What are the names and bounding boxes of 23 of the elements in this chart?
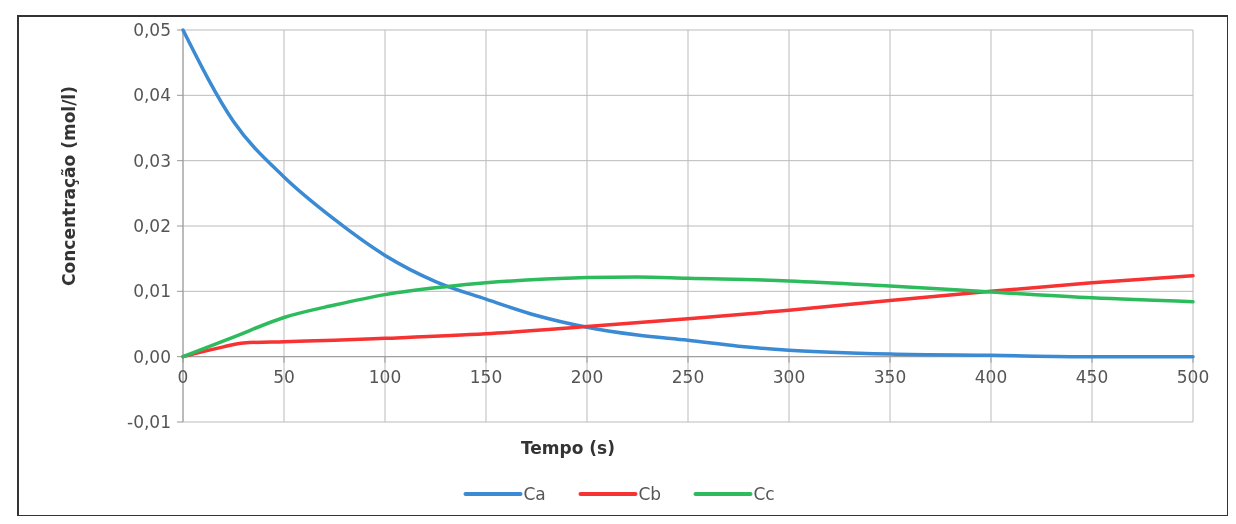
y-tick-label: -0,01 (127, 411, 171, 432)
x-tick-label: 0 (177, 366, 189, 387)
x-axis-title: Tempo (s) (520, 438, 616, 458)
x-tick-label: 450 (1075, 366, 1109, 387)
x-tick-label: 400 (974, 366, 1008, 387)
y-tick-label: 0,04 (133, 85, 171, 106)
x-tick-label: 350 (873, 366, 907, 387)
y-tick-label: 0,02 (133, 215, 171, 236)
x-tick-label: 500 (1176, 366, 1210, 387)
y-tick-label: 0,05 (133, 19, 171, 40)
legend-label: Cc (753, 483, 775, 504)
legend-label: Ca (523, 483, 546, 504)
y-axis-title: Concentração (mol/l) (59, 86, 79, 286)
x-tick-label: 50 (273, 366, 295, 387)
y-tick-label: 0,00 (133, 346, 171, 367)
x-tick-label: 100 (368, 366, 402, 387)
x-tick-label: 200 (570, 366, 604, 387)
y-tick-label: 0,03 (133, 150, 171, 171)
x-tick-label: 150 (469, 366, 503, 387)
y-tick-label: 0,01 (133, 281, 171, 302)
legend-label: Cb (638, 483, 662, 504)
x-tick-label: 300 (772, 366, 806, 387)
x-tick-label: 250 (671, 366, 705, 387)
